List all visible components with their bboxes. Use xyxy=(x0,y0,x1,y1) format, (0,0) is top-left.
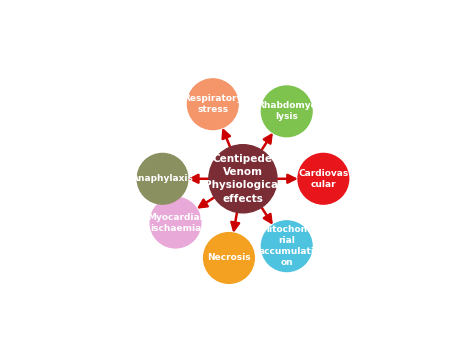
Text: Necrosis: Necrosis xyxy=(207,253,251,262)
Circle shape xyxy=(298,153,349,204)
Text: Cardiovas
cular: Cardiovas cular xyxy=(298,169,348,189)
Circle shape xyxy=(187,79,238,130)
Circle shape xyxy=(261,221,312,272)
Text: Centipede
Venom
Physiological
effects: Centipede Venom Physiological effects xyxy=(204,154,282,204)
Circle shape xyxy=(150,197,201,248)
Circle shape xyxy=(261,86,312,137)
Circle shape xyxy=(204,233,255,283)
Circle shape xyxy=(209,145,277,213)
Text: Mitochond
rial
accumulati
on: Mitochond rial accumulati on xyxy=(259,225,315,267)
Text: Myocardial
ischaemia: Myocardial ischaemia xyxy=(147,212,203,233)
Text: Rhabdomyo
lysis: Rhabdomyo lysis xyxy=(257,101,317,121)
Text: Anaphylaxis: Anaphylaxis xyxy=(132,174,193,183)
Text: Respiratory
stress: Respiratory stress xyxy=(183,94,243,114)
Circle shape xyxy=(137,153,188,204)
